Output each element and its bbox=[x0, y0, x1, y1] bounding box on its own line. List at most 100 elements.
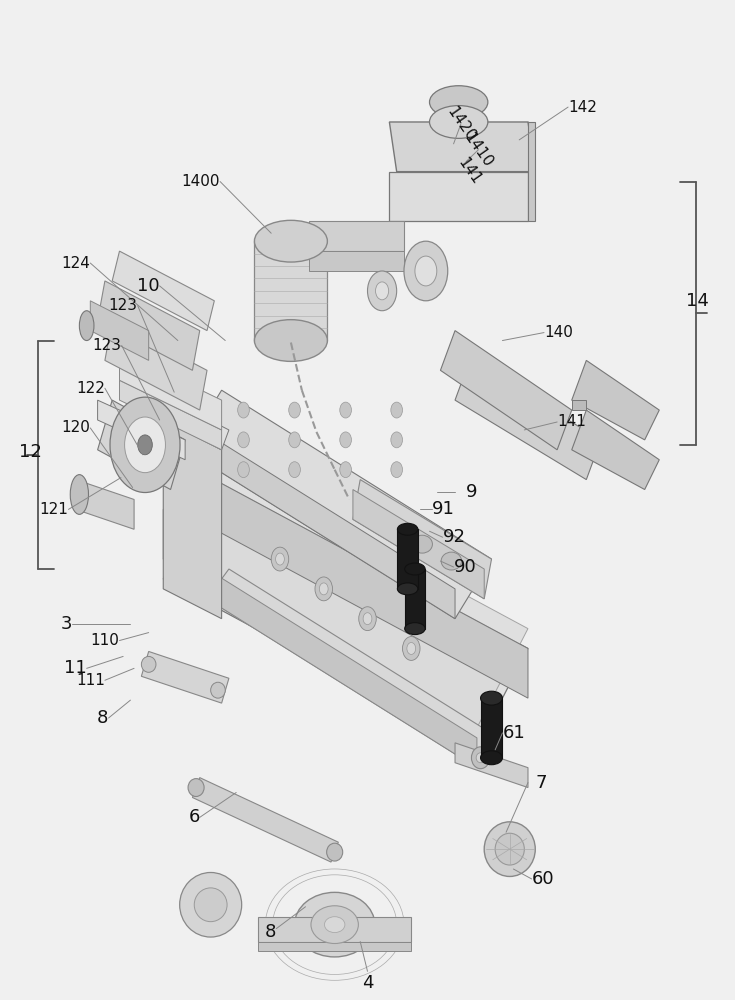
Circle shape bbox=[315, 577, 332, 601]
Text: 12: 12 bbox=[19, 443, 42, 461]
Polygon shape bbox=[528, 122, 535, 221]
Polygon shape bbox=[185, 420, 455, 619]
Circle shape bbox=[403, 637, 420, 660]
Text: 61: 61 bbox=[503, 724, 526, 742]
Text: 10: 10 bbox=[137, 277, 159, 295]
Ellipse shape bbox=[415, 256, 437, 286]
Polygon shape bbox=[309, 251, 404, 271]
Polygon shape bbox=[105, 321, 207, 410]
Ellipse shape bbox=[471, 747, 490, 769]
Text: 121: 121 bbox=[40, 502, 68, 517]
Circle shape bbox=[271, 547, 289, 571]
Polygon shape bbox=[572, 360, 659, 440]
Polygon shape bbox=[353, 480, 492, 599]
Ellipse shape bbox=[254, 320, 327, 361]
Circle shape bbox=[237, 462, 249, 478]
Polygon shape bbox=[254, 241, 327, 341]
Circle shape bbox=[289, 462, 301, 478]
Polygon shape bbox=[258, 917, 412, 942]
Polygon shape bbox=[390, 172, 528, 221]
Ellipse shape bbox=[311, 906, 359, 944]
Polygon shape bbox=[163, 460, 528, 728]
Polygon shape bbox=[76, 480, 134, 529]
Circle shape bbox=[110, 397, 180, 493]
Polygon shape bbox=[481, 698, 503, 758]
Circle shape bbox=[407, 643, 416, 654]
Polygon shape bbox=[163, 480, 215, 559]
Text: 91: 91 bbox=[431, 500, 454, 518]
Text: 110: 110 bbox=[90, 633, 120, 648]
Polygon shape bbox=[455, 360, 601, 480]
Circle shape bbox=[391, 432, 403, 448]
Polygon shape bbox=[98, 281, 200, 370]
Text: 1420: 1420 bbox=[444, 104, 478, 144]
Circle shape bbox=[363, 613, 372, 625]
Ellipse shape bbox=[481, 691, 503, 705]
Polygon shape bbox=[398, 529, 417, 589]
Circle shape bbox=[137, 435, 152, 455]
Ellipse shape bbox=[376, 282, 389, 300]
Polygon shape bbox=[390, 122, 535, 172]
Circle shape bbox=[237, 432, 249, 448]
Ellipse shape bbox=[495, 833, 524, 865]
Text: 120: 120 bbox=[62, 420, 90, 435]
Ellipse shape bbox=[295, 892, 375, 957]
Text: 123: 123 bbox=[93, 338, 122, 353]
Polygon shape bbox=[207, 569, 477, 768]
Polygon shape bbox=[98, 400, 185, 490]
Text: 111: 111 bbox=[76, 673, 105, 688]
Circle shape bbox=[276, 553, 284, 565]
Circle shape bbox=[391, 402, 403, 418]
Circle shape bbox=[237, 402, 249, 418]
Polygon shape bbox=[163, 480, 528, 748]
Circle shape bbox=[359, 607, 376, 631]
Circle shape bbox=[125, 417, 165, 473]
Ellipse shape bbox=[79, 311, 94, 341]
Ellipse shape bbox=[429, 86, 488, 119]
Circle shape bbox=[340, 432, 351, 448]
Ellipse shape bbox=[254, 220, 327, 262]
Circle shape bbox=[340, 462, 351, 478]
Ellipse shape bbox=[398, 523, 417, 535]
Ellipse shape bbox=[324, 917, 345, 933]
Ellipse shape bbox=[484, 822, 535, 876]
Circle shape bbox=[340, 402, 351, 418]
Polygon shape bbox=[353, 490, 484, 599]
Ellipse shape bbox=[405, 563, 425, 575]
Polygon shape bbox=[163, 400, 229, 450]
Polygon shape bbox=[90, 301, 148, 360]
Ellipse shape bbox=[188, 779, 204, 796]
Ellipse shape bbox=[326, 843, 343, 861]
Ellipse shape bbox=[368, 271, 397, 311]
Polygon shape bbox=[258, 942, 412, 951]
Ellipse shape bbox=[481, 751, 503, 765]
Ellipse shape bbox=[211, 682, 225, 698]
Text: 90: 90 bbox=[453, 558, 476, 576]
Ellipse shape bbox=[441, 552, 462, 570]
Ellipse shape bbox=[398, 583, 417, 595]
Polygon shape bbox=[440, 331, 572, 450]
Text: 3: 3 bbox=[60, 615, 72, 633]
Circle shape bbox=[289, 432, 301, 448]
Text: 6: 6 bbox=[188, 808, 200, 826]
Polygon shape bbox=[112, 251, 215, 331]
Text: 1410: 1410 bbox=[461, 130, 495, 170]
Polygon shape bbox=[185, 390, 492, 619]
Polygon shape bbox=[163, 420, 222, 619]
Text: 142: 142 bbox=[568, 100, 597, 115]
Text: 123: 123 bbox=[109, 298, 137, 313]
Ellipse shape bbox=[71, 475, 88, 514]
Polygon shape bbox=[193, 778, 338, 862]
Polygon shape bbox=[572, 400, 587, 410]
Polygon shape bbox=[215, 480, 528, 698]
Text: 92: 92 bbox=[442, 528, 466, 546]
Text: 4: 4 bbox=[362, 974, 373, 992]
Ellipse shape bbox=[405, 623, 425, 635]
Text: 8: 8 bbox=[265, 923, 276, 941]
Text: 11: 11 bbox=[64, 659, 87, 677]
Polygon shape bbox=[120, 350, 222, 430]
Circle shape bbox=[289, 402, 301, 418]
Ellipse shape bbox=[404, 241, 448, 301]
Ellipse shape bbox=[412, 535, 432, 553]
Ellipse shape bbox=[194, 888, 227, 922]
